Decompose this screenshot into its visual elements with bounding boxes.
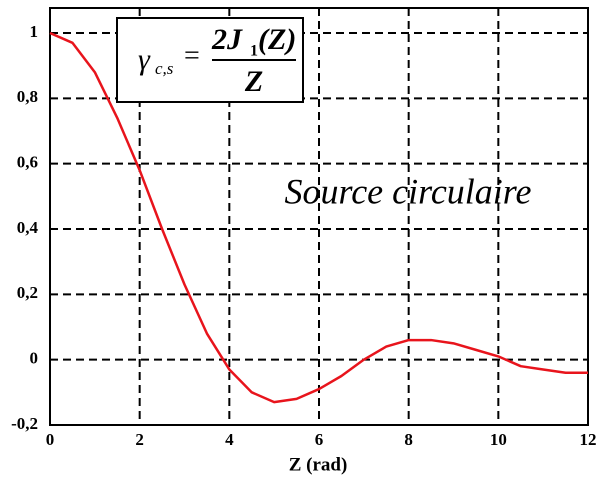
y-tick-label: 1 bbox=[30, 22, 39, 41]
formula-denominator: Z bbox=[244, 65, 263, 98]
formula-numerator-arg: (Z) bbox=[258, 23, 296, 56]
x-tick-label: 4 bbox=[225, 430, 234, 449]
y-tick-label: -0,2 bbox=[11, 414, 38, 433]
formula-numerator: 2J bbox=[211, 23, 243, 56]
formula-lhs: γ bbox=[138, 43, 151, 76]
formula-lhs-sub: c,s bbox=[155, 59, 174, 78]
formula-equals: = bbox=[184, 40, 200, 71]
x-tick-label: 12 bbox=[580, 430, 597, 449]
y-tick-label: 0,4 bbox=[17, 218, 39, 237]
x-tick-label: 8 bbox=[404, 430, 413, 449]
data-line bbox=[49, 31, 588, 404]
x-axis-label: Z (rad) bbox=[289, 454, 348, 475]
formula-numerator-sub: 1 bbox=[250, 43, 258, 60]
x-tick-label: 10 bbox=[490, 430, 507, 449]
x-tick-label: 0 bbox=[46, 430, 55, 449]
y-tick-label: 0,8 bbox=[17, 87, 38, 106]
annotation: Source circulaire bbox=[285, 171, 532, 211]
y-tick-label: 0 bbox=[30, 349, 39, 368]
x-tick-label: 6 bbox=[315, 430, 324, 449]
x-tick-label: 2 bbox=[135, 430, 144, 449]
y-tick-label: 0,6 bbox=[17, 153, 38, 172]
y-tick-label: 0,2 bbox=[17, 283, 38, 302]
